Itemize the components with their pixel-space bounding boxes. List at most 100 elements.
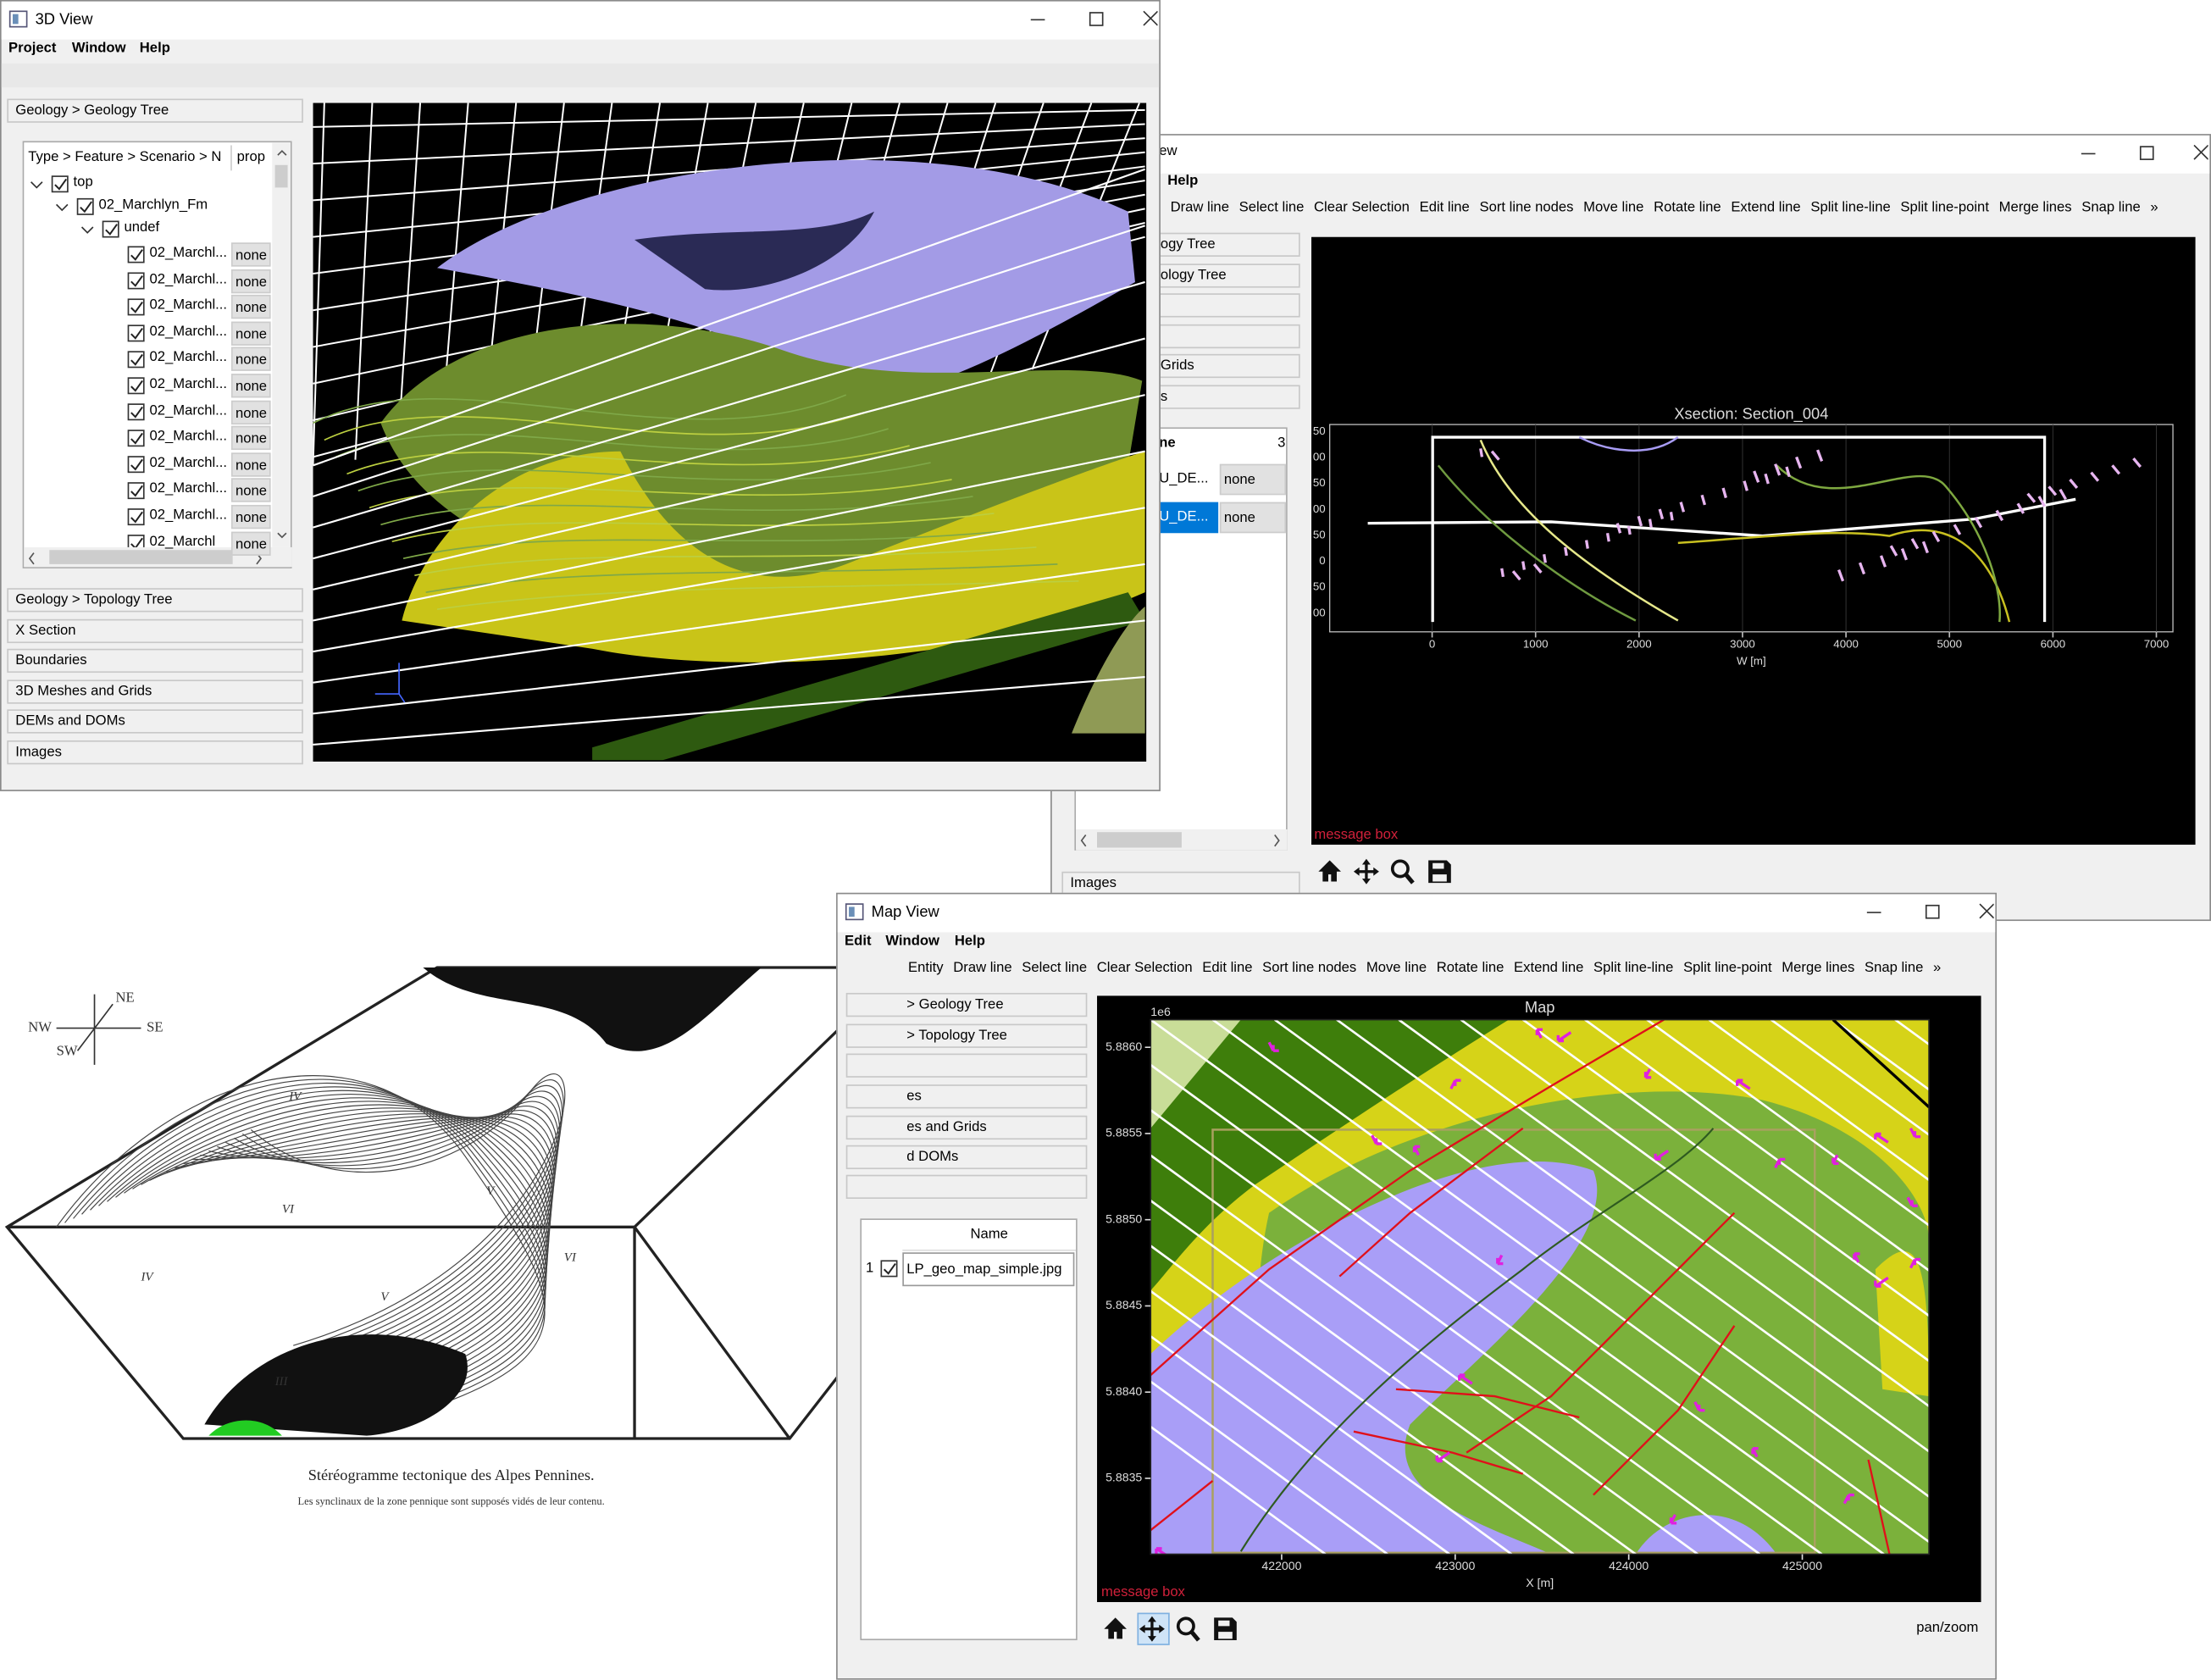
- fault-trace: [2132, 457, 2142, 469]
- horizon: [1776, 464, 2001, 623]
- panel-button[interactable]: DEMs and DOMs: [7, 709, 303, 734]
- toolbar-button[interactable]: Split line-point: [1683, 960, 1772, 976]
- tree-row[interactable]: 02_Marchl...: [149, 245, 228, 261]
- tree-prop[interactable]: none: [230, 295, 271, 319]
- row-prop[interactable]: none: [1219, 463, 1287, 496]
- geology-tab[interactable]: Geology > Geology Tree: [7, 98, 303, 123]
- side-tab[interactable]: es and Grids: [845, 1115, 1088, 1140]
- toolbar-button[interactable]: Rotate line: [1654, 200, 1721, 216]
- side-tab[interactable]: [845, 1174, 1088, 1200]
- side-tab[interactable]: d DOMs: [845, 1145, 1088, 1170]
- tree-prop[interactable]: none: [230, 452, 271, 477]
- tree-prop[interactable]: none: [230, 269, 271, 293]
- toolbar-button[interactable]: »: [1933, 960, 1942, 976]
- toolbar-button[interactable]: Sort line nodes: [1479, 200, 1574, 216]
- horizon: [1578, 435, 1679, 452]
- toolbar-button[interactable]: Sort line nodes: [1262, 960, 1357, 976]
- section-trace: [1150, 1199, 1637, 1555]
- tree-row[interactable]: 02_Marchl...: [149, 271, 228, 287]
- menu-item[interactable]: Help: [1167, 173, 1199, 190]
- fault-line: [1466, 1211, 1736, 1454]
- tree-prop[interactable]: none: [230, 478, 271, 503]
- tree-prop[interactable]: none: [230, 242, 271, 267]
- tree-prop[interactable]: none: [230, 504, 271, 530]
- panel-button[interactable]: Boundaries: [7, 648, 303, 674]
- checkbox: [127, 324, 145, 342]
- tree-row[interactable]: 02_Marchl...: [149, 481, 228, 497]
- section-trace: [1708, 1019, 1930, 1182]
- toolbar-button[interactable]: Select line: [1022, 960, 1088, 976]
- tree-row[interactable]: 02_Marchl: [149, 534, 216, 550]
- panel-button[interactable]: Geology > Topology Tree: [7, 588, 303, 613]
- checkbox: [127, 482, 145, 500]
- toolbar-button[interactable]: Edit line: [1202, 960, 1253, 976]
- tree-prop[interactable]: none: [230, 347, 271, 372]
- tree-row[interactable]: 02_Marchl...: [149, 324, 228, 340]
- y-tick-fragment: 00: [1313, 502, 1326, 515]
- toolbar-button[interactable]: Clear Selection: [1314, 200, 1410, 216]
- fold-line: [64, 1078, 546, 1408]
- x-tick-label: 1000: [1523, 637, 1549, 650]
- tree-row[interactable]: 02_Marchl...: [149, 507, 228, 524]
- side-tab[interactable]: [845, 1053, 1088, 1078]
- tree-prop[interactable]: none: [230, 400, 271, 424]
- toolbar-button[interactable]: Rotate line: [1436, 960, 1504, 976]
- tree-node[interactable]: undef: [124, 219, 160, 236]
- toolbar-button[interactable]: »: [2150, 200, 2158, 216]
- toolbar-button[interactable]: Split line-line: [1810, 200, 1891, 216]
- checkmark: [80, 201, 93, 213]
- toolbar-button[interactable]: Merge lines: [1998, 200, 2072, 216]
- row-name[interactable]: U_DE...: [1159, 471, 1209, 487]
- side-tab[interactable]: es: [845, 1084, 1088, 1109]
- toolbar-button[interactable]: Entity: [907, 960, 944, 976]
- panel-button[interactable]: Images: [7, 740, 303, 765]
- menu-item[interactable]: Window: [71, 41, 126, 57]
- tree-row[interactable]: 02_Marchl...: [149, 429, 228, 445]
- checkbox: [127, 508, 145, 526]
- toolbar-button[interactable]: Draw line: [953, 960, 1012, 976]
- tree-prop[interactable]: none: [230, 321, 271, 346]
- tree-node[interactable]: top: [73, 175, 93, 191]
- checkbox: [76, 197, 94, 215]
- section-trace: [1211, 1019, 1930, 1544]
- tree-row[interactable]: 02_Marchl...: [149, 455, 228, 471]
- toolbar-button[interactable]: Move line: [1366, 960, 1427, 976]
- tree-prop[interactable]: none: [230, 426, 271, 451]
- tree-row[interactable]: 02_Marchl...: [149, 402, 228, 419]
- section-window: ew Help Draw line Select line Clear Selectio…: [1050, 134, 2211, 922]
- menu-item[interactable]: Help: [139, 41, 170, 57]
- row-name[interactable]: LP_geo_map_simple.jpg: [902, 1252, 1075, 1287]
- tree-prop[interactable]: none: [230, 530, 271, 556]
- menu-item[interactable]: Project: [8, 41, 57, 57]
- toolbar-button[interactable]: Clear Selection: [1096, 960, 1193, 976]
- side-tab[interactable]: > Topology Tree: [845, 1023, 1088, 1048]
- toolbar-button[interactable]: Extend line: [1731, 200, 1801, 216]
- toolbar-button[interactable]: Merge lines: [1782, 960, 1855, 976]
- toolbar-button[interactable]: Split line-point: [1900, 200, 1989, 216]
- panel-button[interactable]: X Section: [7, 618, 303, 644]
- tree-row[interactable]: 02_Marchl...: [149, 297, 228, 313]
- fault-trace: [1879, 555, 1887, 568]
- toolbar-button[interactable]: Draw line: [1170, 200, 1229, 216]
- menu-item[interactable]: Window: [885, 934, 939, 950]
- side-tab[interactable]: > Geology Tree: [845, 992, 1088, 1017]
- tree-row[interactable]: 02_Marchl...: [149, 350, 228, 366]
- toolbar-button[interactable]: Edit line: [1419, 200, 1470, 216]
- toolbar-button[interactable]: Move line: [1583, 200, 1644, 216]
- section-trace: [1150, 1289, 1513, 1555]
- tree-node[interactable]: 02_Marchlyn_Fm: [98, 197, 208, 213]
- menu-item[interactable]: Edit: [845, 934, 872, 950]
- toolbar-button[interactable]: Snap line: [2081, 200, 2141, 216]
- menu-item[interactable]: Help: [954, 934, 985, 950]
- toolbar-button[interactable]: Select line: [1238, 200, 1305, 216]
- checkmark: [105, 224, 118, 236]
- row-prop[interactable]: none: [1219, 502, 1287, 534]
- toolbar-button[interactable]: Split line-line: [1593, 960, 1674, 976]
- toolbar-button[interactable]: Extend line: [1514, 960, 1584, 976]
- tree-prop[interactable]: none: [230, 374, 271, 398]
- row-name[interactable]: U_DE...: [1159, 502, 1219, 534]
- panel-button[interactable]: 3D Meshes and Grids: [7, 679, 303, 704]
- toolbar-button[interactable]: Snap line: [1864, 960, 1924, 976]
- side-tab[interactable]: Images: [1061, 871, 1300, 896]
- tree-row[interactable]: 02_Marchl...: [149, 376, 228, 392]
